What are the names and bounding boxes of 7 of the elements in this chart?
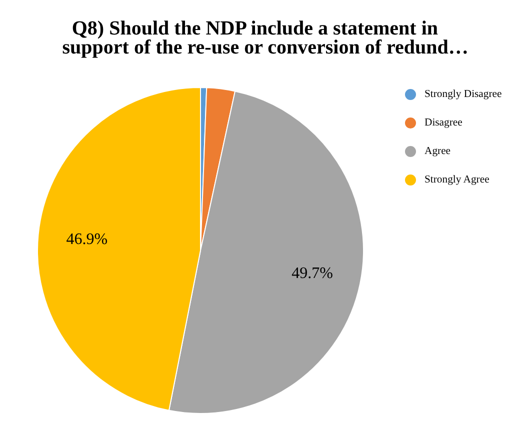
data-label: 49.7% (292, 265, 333, 282)
chart-title: Q8) Should the NDP include a statement in support of the re-use or conversion of redund… (62, 18, 468, 58)
data-label: 46.9% (66, 230, 108, 248)
legend-label: Strongly Agree (424, 174, 490, 186)
legend-label: Agree (424, 146, 451, 157)
legend-label: Disagree (424, 118, 463, 128)
legend-label: Strongly Disagree (424, 89, 502, 100)
